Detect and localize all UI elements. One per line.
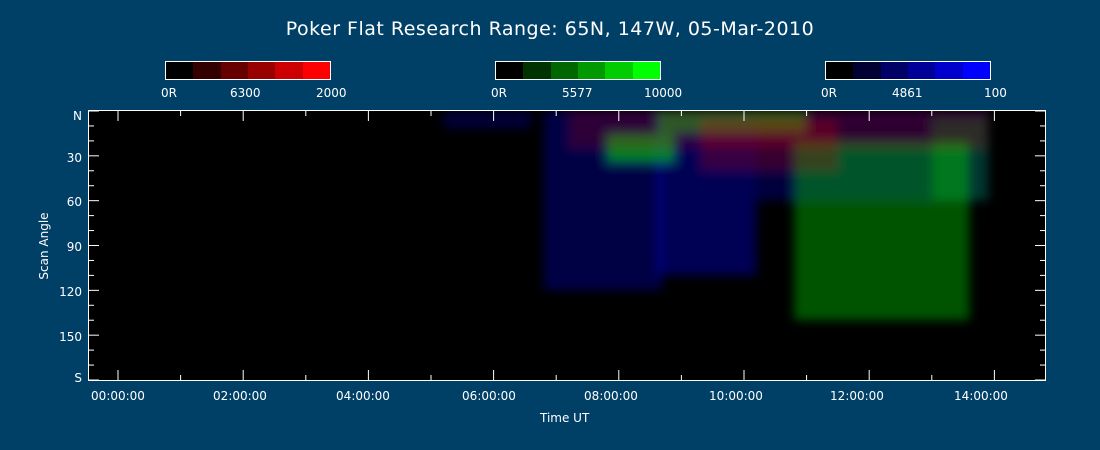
colorbar-swatch [962,62,990,79]
colorbar-swatch [275,62,303,79]
colorbar-4861-mid-label: 4861 [892,86,923,100]
colorbar-5577-mid-label: 5577 [562,86,593,100]
colorbar-swatch [826,62,854,79]
chart-title: Poker Flat Research Range: 65N, 147W, 05… [285,18,815,40]
x-tick-label: 14:00:00 [954,389,1008,403]
colorbar-swatch [935,62,963,79]
x-tick-label: 02:00:00 [213,389,267,403]
x-tick-label: 00:00:00 [91,389,145,403]
colorbar-5577 [495,61,661,80]
colorbar-swatch [907,62,936,79]
colorbar-swatch [880,62,908,79]
y-tick-label: 60 [66,195,82,209]
x-tick-label: 08:00:00 [584,389,638,403]
y-axis-title: Scan Angle [37,212,51,280]
colorbar-swatch [166,62,194,79]
colorbar-6300 [165,61,331,80]
colorbar-5577-max-label: 10000 [644,86,683,100]
colorbar-swatch [302,62,330,79]
y-tick-label: S [74,371,82,385]
colorbar-swatch [496,62,524,79]
colorbar-swatch [605,62,633,79]
y-tick-label: 90 [66,240,82,254]
colorbar-6300-mid-label: 6300 [230,86,261,100]
y-tick-label: 30 [66,151,82,165]
colorbar-swatch [247,62,276,79]
colorbar-6300-max-label: 2000 [316,86,347,100]
x-tick-label: 06:00:00 [462,389,516,403]
y-tick-label: 120 [59,285,82,299]
y-tick-label: N [73,109,82,123]
x-tick-label: 10:00:00 [709,389,763,403]
colorbar-swatch [220,62,248,79]
colorbar-swatch [632,62,660,79]
colorbar-swatch [853,62,881,79]
emission-region-4861 [443,111,532,129]
x-tick-label: 04:00:00 [336,389,390,403]
colorbar-swatch [523,62,551,79]
x-tick-label: 12:00:00 [830,389,884,403]
colorbar-swatch [577,62,606,79]
colorbar-swatch [193,62,221,79]
colorbar-6300-min-label: 0R [161,86,177,100]
y-tick-label: 150 [59,330,82,344]
keogram-plot-area [88,110,1046,381]
colorbar-4861-max-label: 100 [984,86,1007,100]
x-axis-title: Time UT [540,411,590,425]
emission-region-6300 [700,118,838,171]
colorbar-4861-min-label: 0R [821,86,837,100]
colorbar-swatch [550,62,578,79]
keogram-image [89,110,1045,381]
colorbar-5577-min-label: 0R [491,86,507,100]
colorbar-4861 [825,61,991,80]
